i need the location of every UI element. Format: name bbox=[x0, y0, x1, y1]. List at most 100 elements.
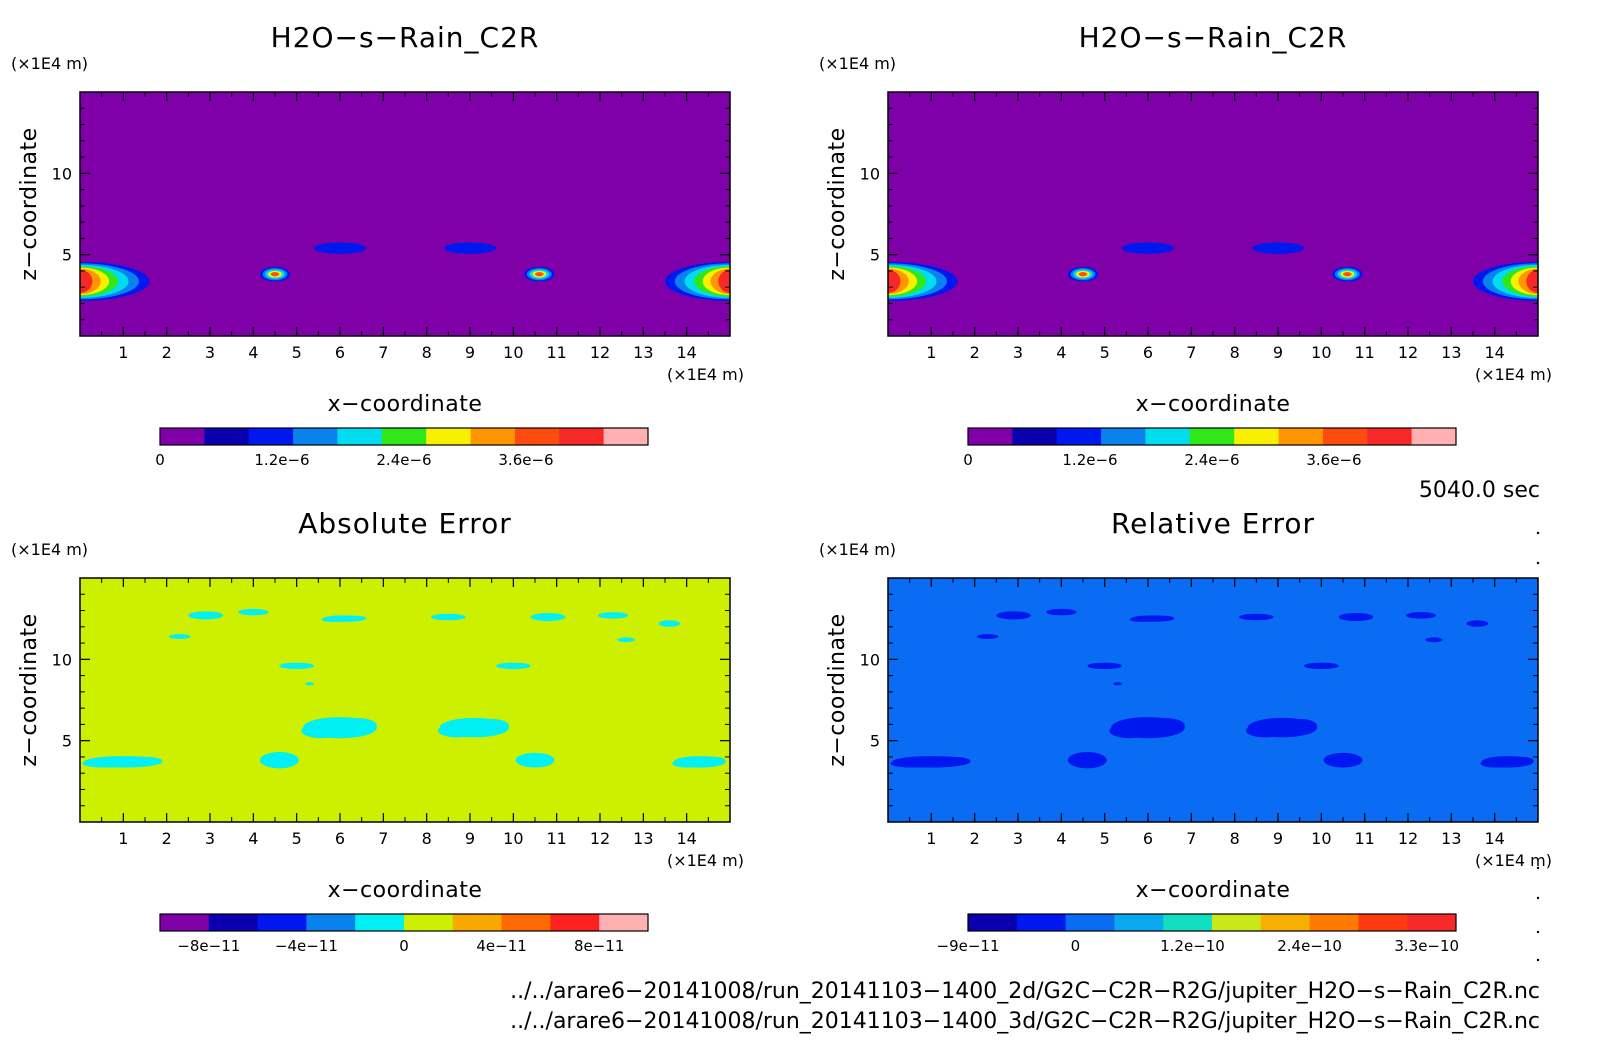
colorbar-label: 0 bbox=[963, 451, 973, 469]
colorbar-swatch bbox=[968, 914, 1018, 931]
x-tick-label: 12 bbox=[1398, 343, 1418, 362]
colorbar-swatch bbox=[426, 428, 472, 445]
error-patch bbox=[1425, 637, 1443, 643]
colorbar-label: 0 bbox=[155, 451, 165, 469]
error-patch bbox=[617, 637, 635, 643]
colorbar-swatch bbox=[1411, 428, 1457, 445]
colorbar-swatch bbox=[550, 914, 600, 931]
error-patch bbox=[1152, 615, 1174, 621]
x-tick-label: 3 bbox=[205, 829, 215, 848]
error-patch bbox=[279, 662, 314, 670]
colorbar-label: 3.6e−6 bbox=[1306, 451, 1361, 469]
x-tick-label: 1 bbox=[118, 829, 128, 848]
x-tick-label: 8 bbox=[422, 829, 432, 848]
x-tick-label: 14 bbox=[1484, 343, 1504, 362]
error-patch bbox=[344, 615, 366, 621]
error-patch bbox=[1405, 612, 1437, 619]
error-patch bbox=[530, 612, 566, 622]
x-tick-label: 12 bbox=[590, 829, 610, 848]
x-tick-label: 13 bbox=[1441, 343, 1461, 362]
plot-title: Absolute Error bbox=[298, 507, 512, 540]
x-tick-label: 5 bbox=[292, 829, 302, 848]
colorbar-swatch bbox=[452, 914, 503, 931]
plot-title: H2O−s−Rain_C2R bbox=[1079, 21, 1348, 54]
x-axis-label: x−coordinate bbox=[1136, 878, 1291, 903]
x-tick-label: 3 bbox=[205, 343, 215, 362]
x-tick-label: 7 bbox=[1186, 343, 1196, 362]
x-tick-label: 13 bbox=[633, 829, 653, 848]
colorbar-swatch bbox=[355, 914, 405, 931]
colorbar-label: 1.2e−10 bbox=[1160, 937, 1225, 955]
x-tick-label: 2 bbox=[162, 343, 172, 362]
colorbar-swatch bbox=[968, 428, 1013, 445]
colorbar-swatch bbox=[404, 914, 454, 931]
colorbar-swatch bbox=[257, 914, 307, 931]
colorbar-label: 4e−11 bbox=[476, 937, 526, 955]
colorbar-swatch bbox=[1016, 914, 1067, 931]
x-tick-label: 1 bbox=[118, 343, 128, 362]
error-patch bbox=[238, 608, 269, 616]
x-tick-label: 9 bbox=[465, 343, 475, 362]
colorbar-frame bbox=[967, 427, 1457, 446]
x-tick-label: 1 bbox=[926, 343, 936, 362]
colorbar-label: 2.4e−6 bbox=[1184, 451, 1239, 469]
rain-cloud bbox=[444, 242, 496, 254]
y-tick-label: 10 bbox=[860, 650, 880, 669]
x-tick-label: 6 bbox=[1143, 829, 1153, 848]
y-tick-label: 10 bbox=[52, 650, 72, 669]
file-path-3d: ../../arare6−20141008/run_20141103−1400_… bbox=[510, 1009, 1540, 1034]
colorbar-swatch bbox=[1322, 428, 1368, 445]
x-tick-label: 4 bbox=[1056, 829, 1066, 848]
x-tick-label: 6 bbox=[335, 829, 345, 848]
colorbar-label: 3.6e−6 bbox=[498, 451, 553, 469]
error-patch bbox=[82, 759, 126, 768]
error-patch bbox=[1338, 612, 1374, 622]
error-patch bbox=[1046, 608, 1077, 616]
x-tick-label: 2 bbox=[970, 829, 980, 848]
error-patch bbox=[305, 682, 314, 686]
error-patch bbox=[1148, 718, 1185, 733]
colorbar-frame bbox=[159, 427, 649, 446]
colorbar-swatch bbox=[1407, 914, 1457, 931]
colorbar-swatch bbox=[1145, 428, 1191, 445]
rain-blob bbox=[535, 272, 544, 277]
colorbar-swatch bbox=[603, 428, 649, 445]
colorbar-swatch bbox=[599, 914, 649, 931]
y-tick-label: 10 bbox=[52, 164, 72, 183]
x-unit-label: (×1E4 m) bbox=[667, 851, 744, 870]
x-tick-label: 14 bbox=[676, 343, 696, 362]
colorbar-label: −4e−11 bbox=[275, 937, 338, 955]
colorbar-swatch bbox=[1065, 914, 1115, 931]
x-tick-label: 10 bbox=[503, 829, 523, 848]
rain-blob bbox=[270, 272, 280, 277]
plot-title: Relative Error bbox=[1111, 507, 1315, 540]
y-axis-label: z−coordinate bbox=[825, 127, 850, 280]
error-patch bbox=[1113, 682, 1122, 686]
x-tick-label: 9 bbox=[465, 829, 475, 848]
colorbar-label: 0 bbox=[399, 937, 409, 955]
plot-background bbox=[888, 578, 1538, 822]
error-patch bbox=[431, 613, 466, 621]
colorbar-swatch bbox=[337, 428, 383, 445]
margin-dots bbox=[1536, 531, 1540, 962]
x-tick-label: 4 bbox=[248, 343, 258, 362]
colorbar-swatch bbox=[1260, 914, 1311, 931]
panel-top-left: H2O−s−Rain_C2R(×1E4 m)1 2 3 4 5 6 7 8 9 10 11 12 13 1… bbox=[11, 21, 744, 469]
y-tick-label: 5 bbox=[62, 732, 72, 751]
field-features bbox=[82, 608, 726, 769]
x-tick-label: 11 bbox=[1354, 343, 1374, 362]
x-unit-label: (×1E4 m) bbox=[1475, 851, 1552, 870]
colorbar-swatch bbox=[1278, 428, 1324, 445]
error-patch bbox=[699, 756, 726, 765]
y-axis-label: z−coordinate bbox=[17, 613, 42, 766]
rain-cloud bbox=[1122, 242, 1174, 254]
x-tick-label: 3 bbox=[1013, 343, 1023, 362]
error-patch bbox=[1245, 723, 1285, 738]
colorbar-swatch bbox=[293, 428, 338, 445]
error-patch bbox=[1067, 752, 1107, 769]
colorbar-label: 3.3e−10 bbox=[1394, 937, 1459, 955]
y-unit-label: (×1E4 m) bbox=[11, 54, 88, 73]
error-patch bbox=[672, 759, 701, 768]
y-tick-label: 5 bbox=[62, 246, 72, 265]
